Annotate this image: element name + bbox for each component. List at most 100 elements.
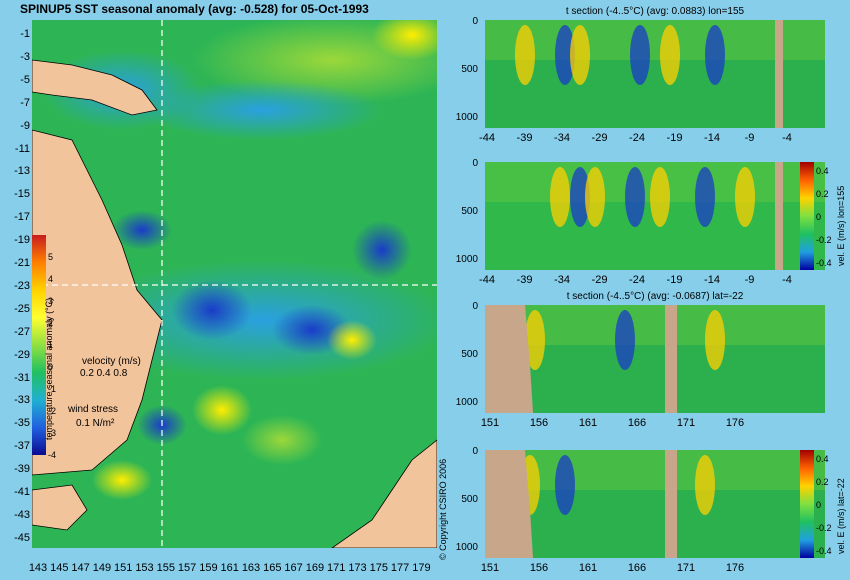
- map-x-tick: 173: [348, 562, 367, 574]
- wind-legend-value: 0.1 N/m²: [76, 418, 115, 429]
- map-x-tick: 151: [114, 562, 133, 574]
- map-colorbar-label: temperature seasonal anomaly (°C): [44, 297, 54, 440]
- map-y-tick: -11: [14, 142, 30, 155]
- panel-x-tick: -44: [479, 274, 495, 286]
- panel-x-tick: 161: [578, 417, 598, 429]
- map-y-tick: -1: [20, 28, 30, 40]
- panel-x-tick: -29: [591, 274, 608, 286]
- panel-y-tick: 500: [461, 494, 478, 505]
- panel-x-tick: 176: [725, 417, 745, 429]
- map-x-tick: 147: [71, 562, 90, 574]
- map-colorbar-tick: -3: [48, 428, 57, 438]
- panel-colorbar-tick: -0.2: [816, 235, 832, 245]
- map-colorbar-tick: 4: [48, 274, 54, 284]
- velocity-legend-title: velocity (m/s): [82, 356, 141, 367]
- map-colorbar-tick: 1: [48, 340, 54, 350]
- panel-x-tick: -39: [516, 274, 533, 286]
- map-y-tick: -15: [14, 188, 30, 201]
- map-colorbar-tick: 5: [48, 252, 54, 262]
- panel-y-tick: 500: [461, 349, 478, 360]
- panel-colorbar-label: vel. E (m/s) lon=155: [836, 185, 846, 266]
- panel-colorbar-tick: -0.4: [816, 258, 832, 268]
- map-x-tick: 149: [92, 562, 112, 574]
- panel-y-tick: 500: [461, 64, 478, 75]
- map-y-tick: -23: [14, 279, 30, 292]
- panel-colorbar-tick: -0.2: [816, 523, 832, 533]
- panel-y-tick: 500: [461, 206, 478, 217]
- map-x-tick: 163: [241, 562, 261, 574]
- map-y-tick: -25: [14, 302, 30, 315]
- map-x-tick: 169: [305, 562, 325, 574]
- map-title: SPINUP5 SST seasonal anomaly (avg: -0.52…: [20, 2, 369, 16]
- panel-colorbar: [800, 450, 814, 558]
- panel-colorbar-tick: 0: [816, 212, 822, 222]
- map-colorbar-tick: 3: [48, 296, 54, 306]
- map-x-tick: 167: [284, 562, 303, 574]
- panel-colorbar-tick: 0.2: [816, 477, 829, 487]
- section-panel-3[interactable]: [485, 305, 825, 413]
- panel-x-tick: -29: [591, 132, 608, 144]
- panel-x-tick: -4: [782, 274, 792, 286]
- map-y-tick: -13: [14, 165, 30, 178]
- section-panel-1[interactable]: [485, 20, 825, 128]
- panel-x-tick: -34: [554, 274, 570, 286]
- map-y-tick: -31: [14, 371, 30, 384]
- section-panel-2[interactable]: [485, 162, 825, 270]
- panel-y-tick: 1000: [455, 397, 478, 408]
- panel-x-tick: 161: [578, 562, 598, 574]
- panel-title: t section (-4..5°C) (avg: 0.0883) lon=15…: [565, 6, 745, 17]
- panel-x-tick: 151: [480, 417, 500, 429]
- map-colorbar-tick: -4: [48, 450, 57, 460]
- map-x-tick: 143: [28, 562, 48, 574]
- section-plot: [485, 20, 825, 128]
- panel-y-tick: 1000: [455, 542, 478, 553]
- map-y-tick: -45: [14, 531, 30, 544]
- map-y-tick: -17: [14, 211, 30, 224]
- map-colorbar-tick: 2: [48, 318, 54, 328]
- map-x-tick: 145: [50, 562, 69, 574]
- map-y-tick: -7: [20, 96, 30, 109]
- sst-map-svg: [32, 20, 437, 548]
- panel-y-tick: 1000: [455, 254, 478, 265]
- panel-colorbar-label: vel. E (m/s) lat=-22: [836, 478, 846, 554]
- map-x-tick: 165: [263, 562, 282, 574]
- map-x-tick: 155: [156, 562, 175, 574]
- panel-x-tick: -4: [782, 132, 792, 144]
- sst-anomaly-map[interactable]: [32, 20, 437, 548]
- panel-colorbar-tick: 0.4: [816, 166, 829, 176]
- copyright-text: © Copyright CSIRO 2006: [438, 458, 448, 560]
- panel-colorbar-tick: 0.4: [816, 454, 829, 464]
- panel-x-tick: 171: [676, 417, 696, 429]
- section-panel-4[interactable]: [485, 450, 825, 558]
- map-x-tick: 159: [199, 562, 218, 574]
- map-y-tick: -37: [14, 440, 30, 453]
- panel-y-tick: 0: [472, 16, 478, 27]
- map-x-tick: 153: [135, 562, 154, 574]
- panel-x-tick: -14: [704, 132, 720, 144]
- panel-x-tick: -24: [629, 132, 645, 144]
- panel-x-tick: 176: [725, 562, 745, 574]
- panel-x-tick: 166: [627, 562, 647, 574]
- map-y-tick: -41: [14, 486, 30, 498]
- panel-y-tick: 1000: [455, 112, 478, 123]
- panel-y-tick: 0: [472, 301, 478, 312]
- map-colorbar-tick: -2: [48, 406, 57, 416]
- map-y-tick: -3: [20, 50, 30, 63]
- panel-x-tick: -24: [629, 274, 645, 286]
- panel-colorbar-tick: 0: [816, 500, 822, 510]
- map-y-tick: -19: [14, 234, 30, 247]
- panel-x-tick: -34: [554, 132, 570, 144]
- map-x-tick: 161: [220, 562, 239, 574]
- panel-x-tick: 151: [480, 562, 500, 574]
- panel-colorbar-tick: -0.4: [816, 546, 832, 556]
- map-colorbar: [32, 235, 46, 455]
- panel-x-tick: 166: [627, 417, 647, 429]
- map-y-tick: -21: [14, 257, 30, 269]
- panel-x-tick: -14: [704, 274, 720, 286]
- map-y-tick: -29: [14, 348, 30, 361]
- panel-y-tick: 0: [472, 446, 478, 457]
- section-plot: [485, 162, 825, 270]
- panel-x-tick: -44: [479, 132, 495, 144]
- map-y-tick: -39: [14, 463, 30, 476]
- map-y-tick: -9: [20, 119, 30, 132]
